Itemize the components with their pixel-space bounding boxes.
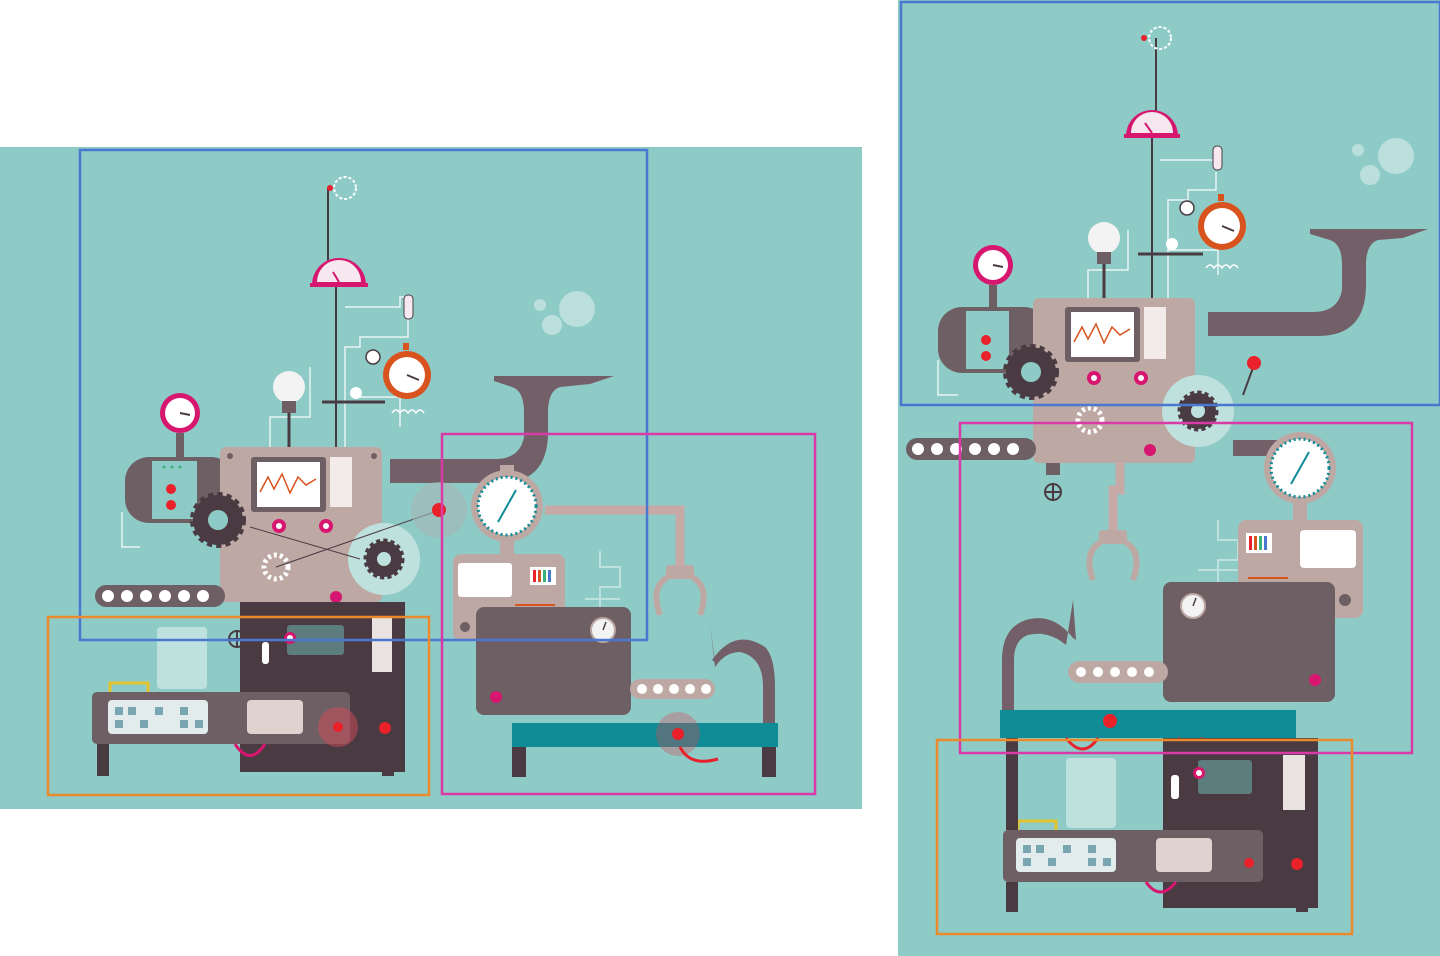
stopwatch-icon — [365, 343, 431, 415]
claw-icon — [1086, 530, 1140, 582]
monitor-graph-icon — [251, 457, 326, 512]
bubble-decoration — [534, 291, 595, 335]
claw-icon — [653, 565, 707, 617]
compass-gauge-icon — [1233, 432, 1336, 520]
top-section-box — [78, 148, 649, 642]
pinwheel-icon — [1141, 26, 1172, 115]
bottom-section-box — [935, 738, 1354, 936]
top-section-box — [899, 0, 1440, 407]
pinwheel-icon — [327, 176, 357, 272]
valve-wheel-icon — [1044, 463, 1062, 501]
right-section-box — [440, 432, 817, 796]
conveyor-belt-icon — [906, 438, 1036, 460]
color-bars-icon — [1246, 533, 1272, 553]
semicircle-gauge-icon — [1124, 110, 1180, 300]
bottom-section-box — [46, 615, 431, 797]
light-bulb-icon — [1088, 222, 1120, 300]
semicircle-gauge-icon — [310, 258, 368, 447]
gear-icon — [190, 492, 420, 595]
funnel-pipe-icon — [1208, 229, 1428, 336]
pressure-gauge-icon — [973, 245, 1013, 310]
bubble-decoration — [1352, 138, 1414, 185]
pressure-gauge-icon — [160, 393, 200, 459]
gear-icon — [1003, 344, 1234, 447]
color-bars-icon — [530, 567, 556, 585]
stopwatch-icon — [1179, 194, 1246, 270]
right-section-box — [958, 421, 1414, 755]
main-machine-body — [1033, 298, 1195, 463]
left-machine-illustration — [0, 147, 862, 809]
funnel-pipe-icon — [390, 376, 614, 483]
monitor-graph-icon — [1065, 307, 1140, 362]
conveyor-belt-icon — [95, 585, 225, 607]
compass-gauge-icon — [471, 465, 543, 556]
right-machine-illustration — [898, 0, 1440, 956]
light-bulb-icon — [273, 371, 305, 447]
